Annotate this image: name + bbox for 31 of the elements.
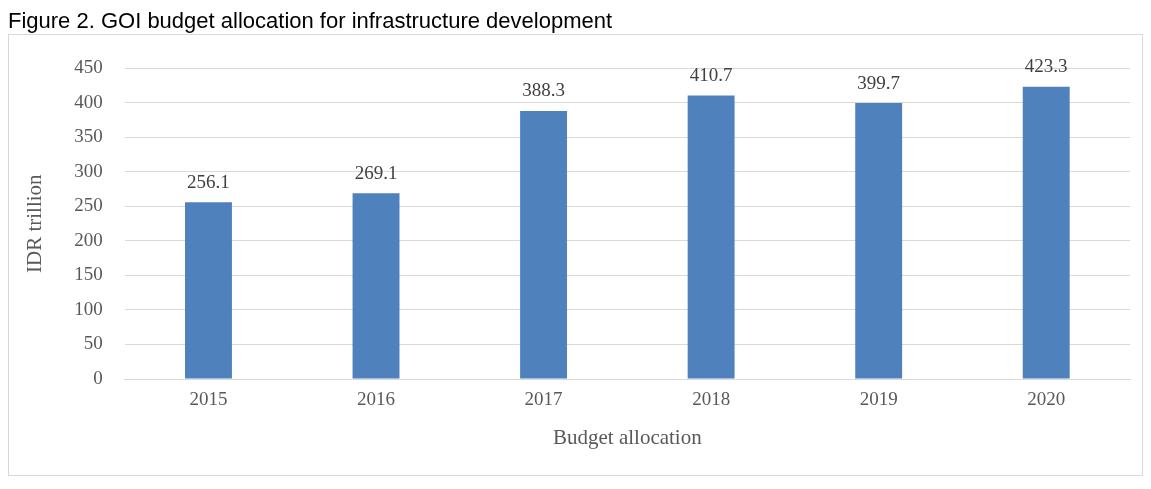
- y-tick-label: 150: [74, 263, 103, 285]
- bar: [1022, 86, 1070, 379]
- chart-title: Figure 2. GOI budget allocation for infrastructure development: [8, 8, 614, 34]
- y-tick-label: 100: [74, 297, 103, 319]
- y-tick-label: 300: [74, 159, 103, 181]
- bar: [352, 193, 400, 379]
- x-tick-label: 2018: [692, 388, 731, 410]
- data-label: 399.7: [857, 71, 901, 93]
- y-tick-label: 400: [74, 90, 103, 112]
- data-label: 388.3: [522, 79, 565, 101]
- x-tick-label: 2015: [189, 388, 228, 410]
- x-tick-label: 2019: [859, 388, 898, 410]
- bar: [185, 202, 232, 379]
- bar: [855, 103, 903, 379]
- y-tick-label: 0: [93, 366, 103, 388]
- y-tick-label: 200: [74, 228, 103, 250]
- x-axis-title: Budget allocation: [552, 424, 703, 449]
- y-axis-title: IDR trillion: [22, 173, 47, 273]
- data-label: 423.3: [1024, 55, 1068, 77]
- bar: [687, 95, 735, 379]
- x-tick-label: 2017: [524, 388, 563, 410]
- x-tick-label: 2016: [357, 388, 396, 410]
- y-tick-label: 250: [74, 194, 103, 216]
- y-tick-label: 350: [74, 125, 103, 147]
- data-label: 256.1: [187, 170, 230, 192]
- data-label: 269.1: [354, 161, 398, 183]
- y-tick-label: 450: [74, 56, 103, 78]
- x-tick-label: 2020: [1027, 388, 1066, 410]
- data-label: 410.7: [689, 64, 733, 86]
- y-tick-label: 50: [83, 332, 103, 354]
- bar: [520, 110, 568, 379]
